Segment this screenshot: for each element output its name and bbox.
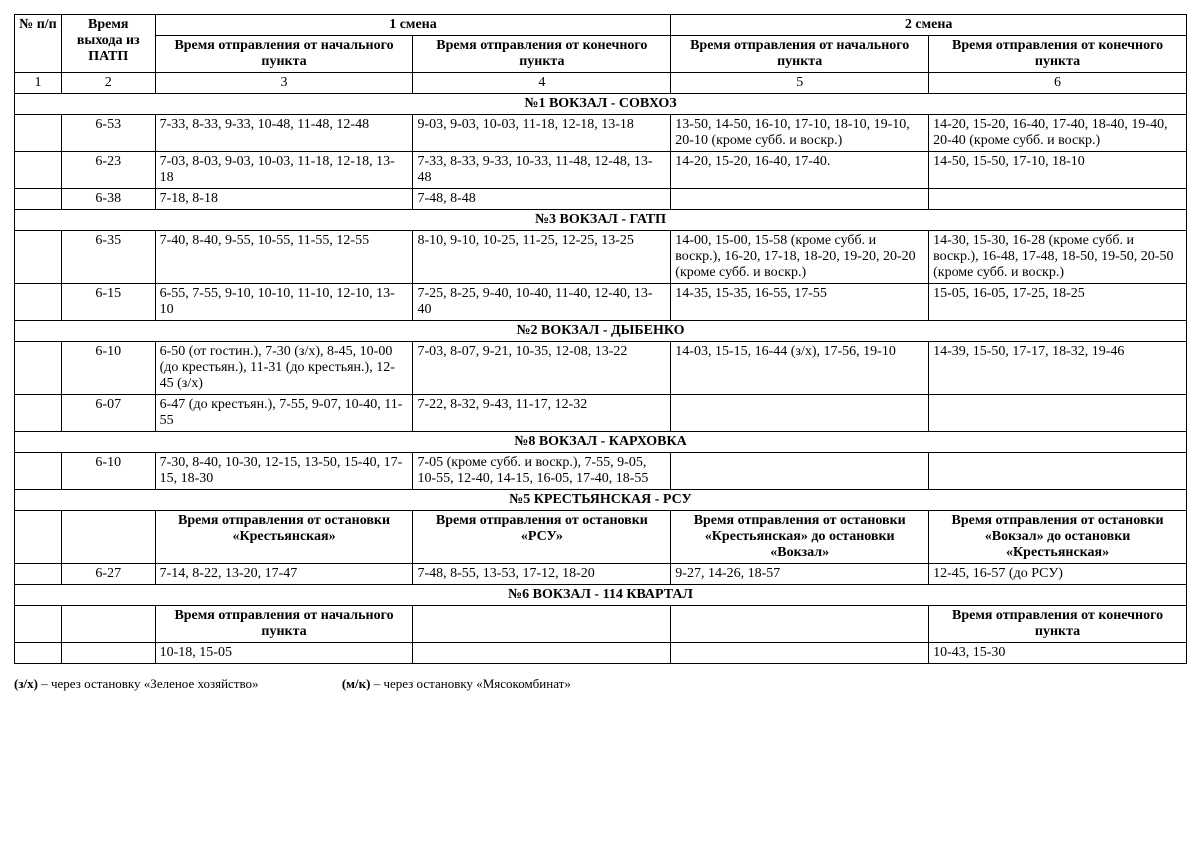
footnote-mk: (м/к) – через остановку «Мясокомбинат» xyxy=(342,676,571,692)
cell-c3: 10-18, 15-05 xyxy=(155,643,413,664)
cell-c2: 6-53 xyxy=(61,115,155,152)
route-title: №5 КРЕСТЬЯНСКАЯ - РСУ xyxy=(15,490,1187,511)
header-shift2: 2 смена xyxy=(671,15,1187,36)
header-shift2-end: Время отправления от конечного пункта xyxy=(929,36,1187,73)
cell-c2: 6-27 xyxy=(61,564,155,585)
footnotes: (з/х) – через остановку «Зеленое хозяйст… xyxy=(14,676,1187,692)
header-numrow-6: 6 xyxy=(929,73,1187,94)
cell-c1 xyxy=(15,643,62,664)
cell-c4 xyxy=(413,643,671,664)
cell-c6: 14-50, 15-50, 17-10, 18-10 xyxy=(929,152,1187,189)
cell-c4: 7-48, 8-48 xyxy=(413,189,671,210)
header-col-patp: Время выхода из ПАТП xyxy=(61,15,155,73)
cell-c2: 6-10 xyxy=(61,453,155,490)
cell-c3: 6-55, 7-55, 9-10, 10-10, 11-10, 12-10, 1… xyxy=(155,284,413,321)
cell-c4: 7-03, 8-07, 9-21, 10-35, 12-08, 13-22 xyxy=(413,342,671,395)
cell-c6: 14-30, 15-30, 16-28 (кроме субб. и воскр… xyxy=(929,231,1187,284)
cell-c4: 7-05 (кроме субб. и воскр.), 7-55, 9-05,… xyxy=(413,453,671,490)
cell-c2: 6-10 xyxy=(61,342,155,395)
route-title: №6 ВОКЗАЛ - 114 КВАРТАЛ xyxy=(15,585,1187,606)
subhead-c5: Время отправления от остановки «Крестьян… xyxy=(671,511,929,564)
cell-c5 xyxy=(671,643,929,664)
header-shift1-start: Время отправления от начального пункта xyxy=(155,36,413,73)
cell-c1 xyxy=(15,189,62,210)
cell-c3: 6-47 (до крестьян.), 7-55, 9-07, 10-40, … xyxy=(155,395,413,432)
cell-c3: 7-18, 8-18 xyxy=(155,189,413,210)
cell-c1 xyxy=(15,395,62,432)
cell-c2: 6-15 xyxy=(61,284,155,321)
subhead-c5 xyxy=(671,606,929,643)
cell-c3: 7-40, 8-40, 9-55, 10-55, 11-55, 12-55 xyxy=(155,231,413,284)
header-numrow-2: 2 xyxy=(61,73,155,94)
cell-c5 xyxy=(671,453,929,490)
footnote-zh: (з/х) – через остановку «Зеленое хозяйст… xyxy=(14,676,259,692)
cell-c4: 8-10, 9-10, 10-25, 11-25, 12-25, 13-25 xyxy=(413,231,671,284)
cell-c5: 13-50, 14-50, 16-10, 17-10, 18-10, 19-10… xyxy=(671,115,929,152)
cell-c1 xyxy=(15,342,62,395)
cell-c1 xyxy=(15,453,62,490)
schedule-table: № п/пВремя выхода из ПАТП1 смена2 сменаВ… xyxy=(14,14,1187,664)
header-shift1: 1 смена xyxy=(155,15,671,36)
cell-c2: 6-35 xyxy=(61,231,155,284)
cell-c4: 7-25, 8-25, 9-40, 10-40, 11-40, 12-40, 1… xyxy=(413,284,671,321)
cell-c6: 12-45, 16-57 (до РСУ) xyxy=(929,564,1187,585)
header-numrow-1: 1 xyxy=(15,73,62,94)
cell-c1 xyxy=(15,115,62,152)
cell-c4: 9-03, 9-03, 10-03, 11-18, 12-18, 13-18 xyxy=(413,115,671,152)
cell-c5: 14-20, 15-20, 16-40, 17-40. xyxy=(671,152,929,189)
cell-c3: 7-33, 8-33, 9-33, 10-48, 11-48, 12-48 xyxy=(155,115,413,152)
cell-c6 xyxy=(929,395,1187,432)
cell-c1 xyxy=(15,231,62,284)
cell-c3: 7-03, 8-03, 9-03, 10-03, 11-18, 12-18, 1… xyxy=(155,152,413,189)
cell-c6: 14-20, 15-20, 16-40, 17-40, 18-40, 19-40… xyxy=(929,115,1187,152)
cell-c5: 14-00, 15-00, 15-58 (кроме субб. и воскр… xyxy=(671,231,929,284)
subhead-c3: Время отправления от начального пункта xyxy=(155,606,413,643)
subhead-c6: Время отправления от конечного пункта xyxy=(929,606,1187,643)
cell-c1 xyxy=(15,564,62,585)
route-title: №8 ВОКЗАЛ - КАРХОВКА xyxy=(15,432,1187,453)
cell-c4: 7-22, 8-32, 9-43, 11-17, 12-32 xyxy=(413,395,671,432)
cell-c3: 7-30, 8-40, 10-30, 12-15, 13-50, 15-40, … xyxy=(155,453,413,490)
header-numrow-3: 3 xyxy=(155,73,413,94)
cell-c5 xyxy=(671,395,929,432)
route-title: №3 ВОКЗАЛ - ГАТП xyxy=(15,210,1187,231)
cell-c4: 7-33, 8-33, 9-33, 10-33, 11-48, 12-48, 1… xyxy=(413,152,671,189)
cell-c4: 7-48, 8-55, 13-53, 17-12, 18-20 xyxy=(413,564,671,585)
header-col-num: № п/п xyxy=(15,15,62,73)
route-title: №2 ВОКЗАЛ - ДЫБЕНКО xyxy=(15,321,1187,342)
cell-c2: 6-23 xyxy=(61,152,155,189)
cell-c1 xyxy=(15,152,62,189)
subhead-c6: Время отправления от остановки «Вокзал» … xyxy=(929,511,1187,564)
cell-c6 xyxy=(929,453,1187,490)
header-numrow-4: 4 xyxy=(413,73,671,94)
cell-c2 xyxy=(61,643,155,664)
cell-c5 xyxy=(671,189,929,210)
route-title: №1 ВОКЗАЛ - СОВХОЗ xyxy=(15,94,1187,115)
cell-c6: 14-39, 15-50, 17-17, 18-32, 19-46 xyxy=(929,342,1187,395)
cell-c6: 15-05, 16-05, 17-25, 18-25 xyxy=(929,284,1187,321)
cell-c1 xyxy=(15,284,62,321)
subhead-c4: Время отправления от остановки «РСУ» xyxy=(413,511,671,564)
subhead-c1 xyxy=(15,511,62,564)
header-numrow-5: 5 xyxy=(671,73,929,94)
cell-c5: 14-03, 15-15, 16-44 (з/х), 17-56, 19-10 xyxy=(671,342,929,395)
subhead-c2 xyxy=(61,511,155,564)
header-shift2-start: Время отправления от начального пункта xyxy=(671,36,929,73)
cell-c3: 7-14, 8-22, 13-20, 17-47 xyxy=(155,564,413,585)
cell-c2: 6-38 xyxy=(61,189,155,210)
subhead-c4 xyxy=(413,606,671,643)
cell-c6 xyxy=(929,189,1187,210)
cell-c6: 10-43, 15-30 xyxy=(929,643,1187,664)
cell-c3: 6-50 (от гостин.), 7-30 (з/х), 8-45, 10-… xyxy=(155,342,413,395)
cell-c2: 6-07 xyxy=(61,395,155,432)
subhead-c3: Время отправления от остановки «Крестьян… xyxy=(155,511,413,564)
subhead-c2 xyxy=(61,606,155,643)
subhead-c1 xyxy=(15,606,62,643)
header-shift1-end: Время отправления от конечного пункта xyxy=(413,36,671,73)
cell-c5: 14-35, 15-35, 16-55, 17-55 xyxy=(671,284,929,321)
cell-c5: 9-27, 14-26, 18-57 xyxy=(671,564,929,585)
